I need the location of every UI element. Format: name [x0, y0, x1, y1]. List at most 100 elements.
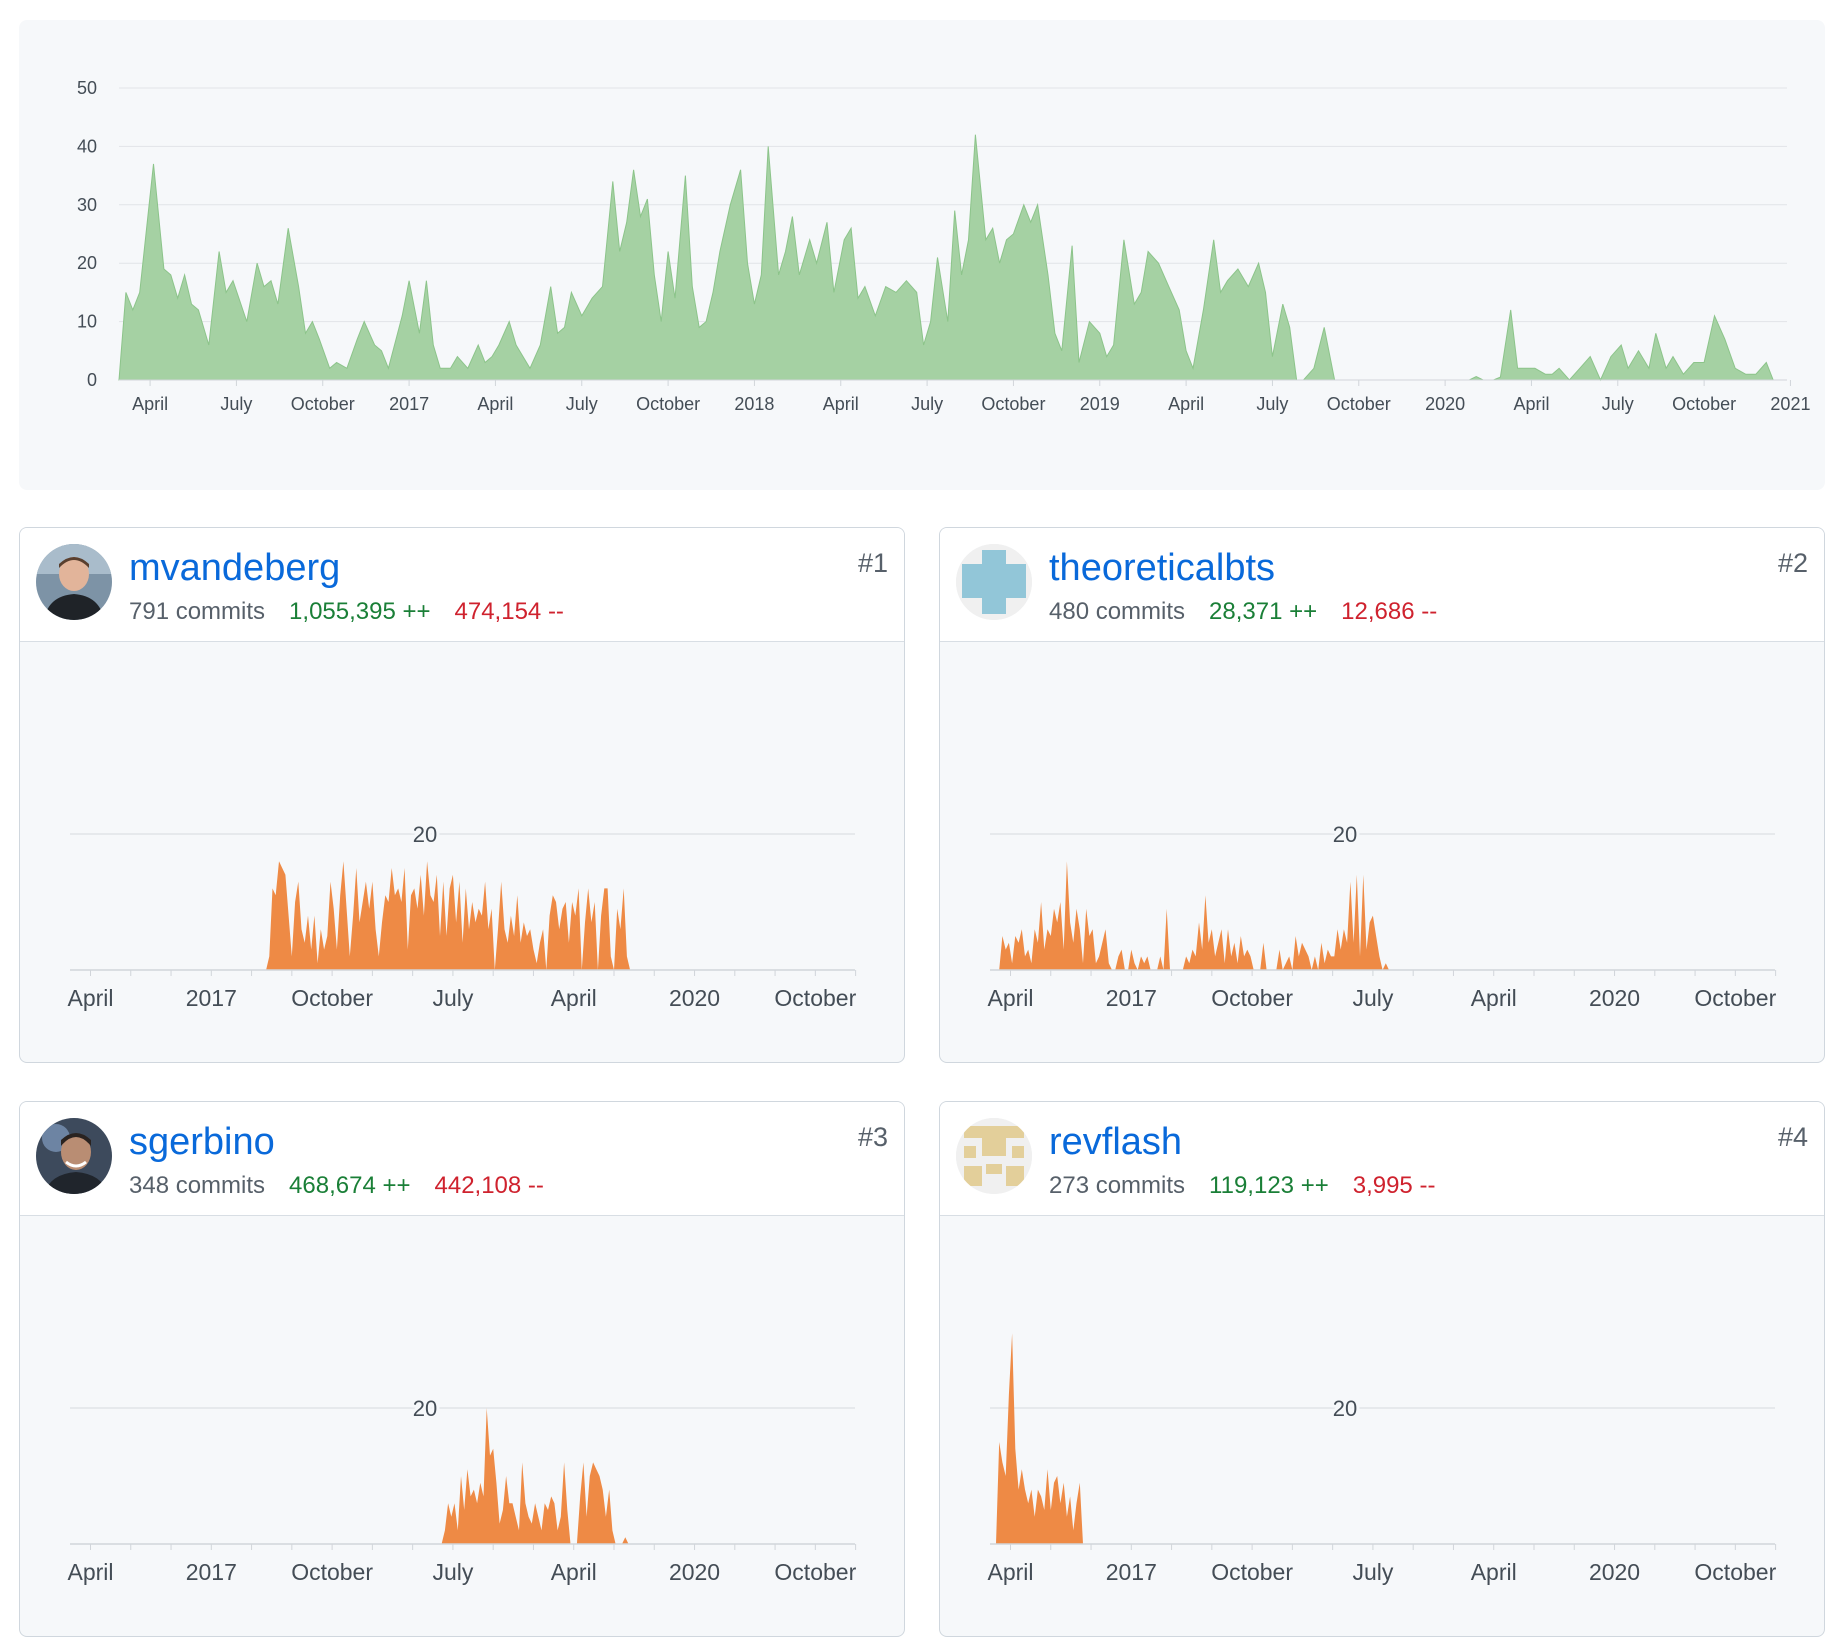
contributor-card: theoreticalbts 480 commits 28,371 ++ 12,68…: [939, 527, 1825, 1063]
x-tick-label: October: [774, 985, 856, 1011]
commit-count[interactable]: 480 commits: [1049, 598, 1186, 625]
commits-over-time-panel: 0 10 20 30 40 50 April July October 2017 April July…: [19, 20, 1825, 490]
x-tick-label: April: [1168, 394, 1204, 414]
x-tick-label: July: [911, 394, 943, 414]
commit-count[interactable]: 348 commits: [129, 1172, 266, 1199]
x-tick-label: October: [636, 394, 700, 414]
contributor-commits-area: [441, 1408, 629, 1544]
y-tick-label: 50: [77, 78, 97, 98]
additions-count: 119,123 ++: [1209, 1172, 1329, 1199]
contributor-commits-area: [266, 861, 631, 970]
x-tick-label: July: [220, 394, 252, 414]
x-tick-label: April: [823, 394, 859, 414]
x-tick-label: 2020: [1425, 394, 1465, 414]
rank-label: #3: [857, 1122, 888, 1152]
y-tick-label: 20: [77, 253, 97, 273]
avatar-photo-icon: [36, 544, 112, 620]
x-tick-label: July: [1352, 1559, 1393, 1585]
contributor-name-link[interactable]: sgerbino: [129, 1121, 275, 1163]
x-tick-label: July: [1602, 394, 1634, 414]
x-tick-label: July: [432, 985, 473, 1011]
contributor-stats: 480 commits 28,371 ++ 12,686 --: [1049, 598, 1437, 627]
x-tick-label: April: [67, 985, 113, 1011]
x-tick-label: 2017: [1106, 1559, 1157, 1585]
y-tick-label: 0: [87, 370, 97, 390]
x-tick-label: October: [774, 1559, 856, 1585]
x-tick-label: October: [291, 1559, 373, 1585]
x-tick-label: October: [291, 985, 373, 1011]
x-tick-label: October: [1672, 394, 1736, 414]
avatar[interactable]: [36, 1118, 112, 1194]
contributor-commits-chart[interactable]: 20 April 2017 October July April 2020 October: [940, 1216, 1825, 1636]
rank-label: #4: [1777, 1122, 1808, 1152]
x-tick-label: 2017: [186, 1559, 237, 1585]
contributor-name-link[interactable]: theoreticalbts: [1049, 547, 1276, 589]
contributor-stats: 791 commits 1,055,395 ++ 474,154 --: [129, 598, 564, 627]
contributor-name-link[interactable]: mvandeberg: [129, 547, 341, 589]
x-tick-label: April: [1471, 985, 1517, 1011]
identicon-icon: [956, 544, 1032, 620]
gridline-label: 20: [413, 822, 437, 847]
x-tick-label: April: [132, 394, 168, 414]
commit-count[interactable]: 273 commits: [1049, 1172, 1186, 1199]
identicon-icon: [956, 1118, 1032, 1194]
contributor-header: mvandeberg 791 commits 1,055,395 ++ 474,15…: [20, 528, 904, 642]
x-tick-label: July: [1256, 394, 1288, 414]
contributor-name-link[interactable]: revflash: [1049, 1121, 1183, 1163]
x-tick-label: October: [291, 394, 355, 414]
x-tick-label: October: [1694, 985, 1776, 1011]
x-tick-label: April: [1471, 1559, 1517, 1585]
x-tick-label: July: [432, 1559, 473, 1585]
y-tick-label: 40: [77, 136, 97, 156]
avatar-photo-icon: [36, 1118, 112, 1194]
deletions-count: 3,995 --: [1352, 1172, 1436, 1199]
x-tick-label: July: [1352, 985, 1393, 1011]
contributor-commits-area: [996, 1333, 1083, 1544]
deletions-count: 474,154 --: [454, 598, 564, 625]
commits-area: [118, 134, 1787, 382]
x-tick-label: 2021: [1770, 394, 1810, 414]
gridline-label: 20: [1333, 822, 1357, 847]
commit-count[interactable]: 791 commits: [129, 598, 266, 625]
contributor-header: theoreticalbts 480 commits 28,371 ++ 12,68…: [940, 528, 1824, 642]
x-tick-label: 2020: [669, 985, 720, 1011]
x-tick-label: April: [551, 1559, 597, 1585]
x-tick-label: 2017: [186, 985, 237, 1011]
contributor-commits-chart[interactable]: 20 April 2017 October July April 2020 October: [940, 642, 1825, 1062]
x-tick-label: October: [1211, 1559, 1293, 1585]
additions-count: 28,371 ++: [1209, 598, 1318, 625]
x-tick-label: October: [1211, 985, 1293, 1011]
x-tick-label: April: [551, 985, 597, 1011]
gridline-label: 20: [413, 1396, 437, 1421]
x-tick-label: October: [981, 394, 1045, 414]
x-tick-label: 2019: [1080, 394, 1120, 414]
x-tick-label: April: [67, 1559, 113, 1585]
x-tick-label: April: [477, 394, 513, 414]
x-tick-label: 2020: [1589, 1559, 1640, 1585]
contributor-header: revflash 273 commits 119,123 ++ 3,995 -- #…: [940, 1102, 1824, 1216]
x-tick-label: April: [987, 985, 1033, 1011]
avatar[interactable]: [956, 544, 1032, 620]
rank-label: #1: [857, 548, 888, 578]
deletions-count: 442,108 --: [434, 1172, 544, 1199]
avatar[interactable]: [956, 1118, 1032, 1194]
y-tick-label: 10: [77, 312, 97, 332]
x-tick-label: 2020: [1589, 985, 1640, 1011]
contributor-stats: 348 commits 468,674 ++ 442,108 --: [129, 1172, 544, 1201]
contributor-stats: 273 commits 119,123 ++ 3,995 --: [1049, 1172, 1435, 1201]
rank-label: #2: [1777, 548, 1808, 578]
x-tick-label: July: [566, 394, 598, 414]
x-tick-label: 2020: [669, 1559, 720, 1585]
y-tick-label: 30: [77, 195, 97, 215]
x-tick-label: October: [1694, 1559, 1776, 1585]
x-tick-label: October: [1327, 394, 1391, 414]
contributor-commits-chart[interactable]: 20 April 2017 October July April 2020 October: [20, 642, 905, 1062]
contributor-header: sgerbino 348 commits 468,674 ++ 442,108 --…: [20, 1102, 904, 1216]
contributor-commits-chart[interactable]: 20 April 2017 October July April 2020 October: [20, 1216, 905, 1636]
gridline-label: 20: [1333, 1396, 1357, 1421]
contributor-card: mvandeberg 791 commits 1,055,395 ++ 474,15…: [19, 527, 905, 1063]
additions-count: 1,055,395 ++: [289, 598, 431, 625]
contributor-card: sgerbino 348 commits 468,674 ++ 442,108 --…: [19, 1101, 905, 1637]
avatar[interactable]: [36, 544, 112, 620]
commits-over-time-chart[interactable]: 0 10 20 30 40 50 April July October 2017 April July…: [19, 20, 1825, 490]
